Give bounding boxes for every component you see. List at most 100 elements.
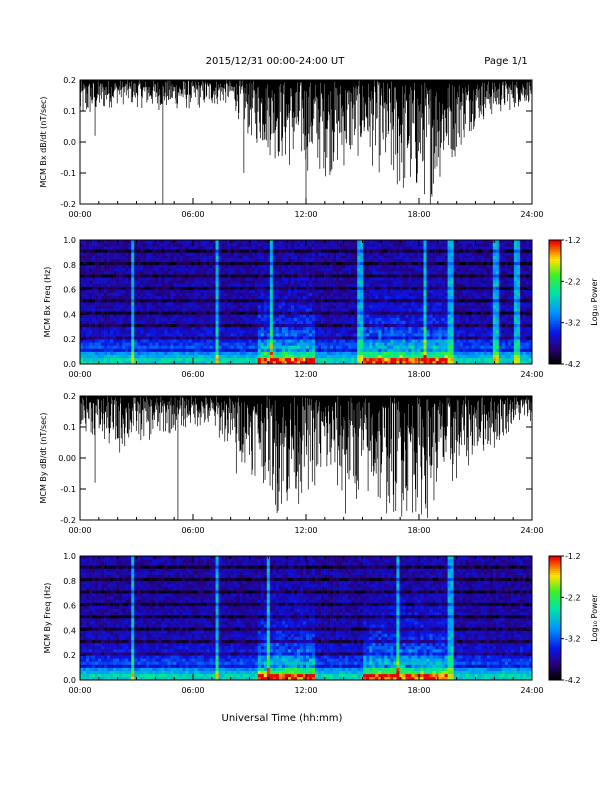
bx-freq-heatmap-cell [170, 268, 173, 271]
bx-freq-heatmap-cell [342, 259, 345, 262]
bx-freq-heatmap-cell [158, 274, 161, 277]
bx-freq-heatmap-cell [405, 283, 408, 286]
bx-freq-heatmap-cell [411, 355, 414, 358]
bx-freq-heatmap-cell [122, 265, 125, 268]
bx-freq-heatmap-cell [173, 324, 176, 327]
bx-freq-heatmap-cell [402, 274, 405, 277]
bx-freq-heatmap-cell [384, 293, 387, 296]
bx-freq-heatmap-cell [170, 318, 173, 321]
bx-freq-heatmap-cell [448, 336, 451, 339]
bx-freq-heatmap-cell [140, 296, 143, 299]
bx-freq-heatmap-cell [234, 318, 237, 321]
bx-freq-heatmap-cell [104, 330, 107, 333]
bx-freq-heatmap-cell [86, 345, 89, 348]
bx-freq-heatmap-cell [408, 249, 411, 252]
bx-freq-heatmap-cell [113, 280, 116, 283]
bx-freq-heatmap-cell [228, 336, 231, 339]
bx-freq-heatmap-cell [213, 296, 216, 299]
bx-freq-heatmap-cell [270, 262, 273, 265]
bx-freq-heatmap-cell [339, 274, 342, 277]
bx-freq-heatmap-cell [402, 249, 405, 252]
bx-freq-heatmap-cell [294, 246, 297, 249]
bx-freq-heatmap-cell [140, 277, 143, 280]
bx-freq-heatmap-cell [421, 330, 424, 333]
bx-freq-heatmap-cell [188, 358, 191, 361]
bx-freq-heatmap-cell [351, 243, 354, 246]
bx-freq-heatmap-cell [198, 287, 201, 290]
bx-freq-heatmap-cell [405, 311, 408, 314]
bx-freq-heatmap-cell [188, 243, 191, 246]
bx-freq-heatmap-cell [375, 352, 378, 355]
bx-freq-heatmap-cell [424, 305, 427, 308]
bx-freq-heatmap-cell [351, 311, 354, 314]
bx-freq-heatmap-cell [282, 358, 285, 361]
bx-freq-heatmap-cell [372, 259, 375, 262]
bx-freq-heatmap-cell [363, 240, 366, 243]
bx-freq-heatmap-cell [164, 240, 167, 243]
bx-freq-heatmap-cell [243, 305, 246, 308]
bx-freq-heatmap-cell [369, 277, 372, 280]
bx-freq-heatmap-cell [300, 305, 303, 308]
bx-freq-heatmap-cell [104, 358, 107, 361]
bx-freq-heatmap-cell [402, 314, 405, 317]
bx-freq-heatmap-cell [222, 339, 225, 342]
bx-freq-heatmap-cell [228, 249, 231, 252]
bx-freq-heatmap-cell [246, 290, 249, 293]
bx-freq-heatmap-cell [291, 311, 294, 314]
bx-freq-heatmap-cell [330, 333, 333, 336]
bx-freq-heatmap-cell [185, 333, 188, 336]
bx-freq-heatmap-cell [261, 330, 264, 333]
bx-freq-heatmap-cell [421, 352, 424, 355]
bx-freq-heatmap-cell [216, 249, 219, 252]
bx-freq-heatmap-cell [86, 314, 89, 317]
bx-freq-heatmap-cell [279, 339, 282, 342]
bx-freq-heatmap-cell [179, 342, 182, 345]
bx-freq-heatmap-cell [348, 318, 351, 321]
bx-freq-heatmap-cell [276, 252, 279, 255]
bx-freq-heatmap-cell [146, 345, 149, 348]
bx-freq-heatmap-cell [89, 302, 92, 305]
bx-freq-heatmap-cell [354, 324, 357, 327]
bx-freq-heatmap-cell [234, 358, 237, 361]
bx-freq-heatmap-cell [363, 283, 366, 286]
bx-freq-heatmap-cell [336, 321, 339, 324]
bx-freq-heatmap-cell [318, 293, 321, 296]
bx-freq-heatmap-cell [213, 339, 216, 342]
bx-freq-heatmap-cell [149, 240, 152, 243]
bx-freq-heatmap-cell [131, 358, 134, 361]
bx-freq-heatmap-cell [128, 349, 131, 352]
bx-freq-heatmap-cell [92, 243, 95, 246]
bx-freq-heatmap-cell [149, 321, 152, 324]
bx-freq-heatmap-cell [255, 252, 258, 255]
bx-freq-heatmap-cell [255, 268, 258, 271]
bx-freq-heatmap-cell [381, 339, 384, 342]
bx-freq-heatmap-cell [95, 330, 98, 333]
bx-freq-heatmap-cell [119, 339, 122, 342]
bx-freq-heatmap-cell [89, 274, 92, 277]
bx-freq-heatmap-cell [155, 342, 158, 345]
bx-freq-heatmap-cell [219, 333, 222, 336]
bx-freq-heatmap-cell [433, 355, 436, 358]
bx-freq-heatmap-cell [390, 345, 393, 348]
bx-freq-heatmap-cell [442, 290, 445, 293]
bx-freq-heatmap-cell [381, 342, 384, 345]
bx-freq-heatmap-cell [222, 243, 225, 246]
bx-freq-ylabel: MCM Bx Freq (Hz) [43, 267, 52, 338]
bx-freq-heatmap-cell [140, 321, 143, 324]
bx-freq-heatmap-cell [351, 327, 354, 330]
bx-freq-heatmap-cell [198, 277, 201, 280]
bx-freq-heatmap-cell [430, 259, 433, 262]
bx-freq-heatmap-cell [424, 265, 427, 268]
bx-freq-heatmap-cell [252, 333, 255, 336]
bx-freq-heatmap-cell [191, 352, 194, 355]
bx-freq-heatmap-cell [270, 349, 273, 352]
bx-freq-heatmap-cell [285, 305, 288, 308]
bx-freq-heatmap-cell [390, 302, 393, 305]
bx-freq-heatmap-cell [276, 342, 279, 345]
bx-freq-heatmap-cell [294, 293, 297, 296]
bx-freq-heatmap-cell [396, 296, 399, 299]
bx-freq-heatmap-cell [164, 302, 167, 305]
bx-freq-heatmap-cell [128, 246, 131, 249]
bx-freq-heatmap-cell [176, 302, 179, 305]
bx-freq-heatmap-cell [399, 342, 402, 345]
